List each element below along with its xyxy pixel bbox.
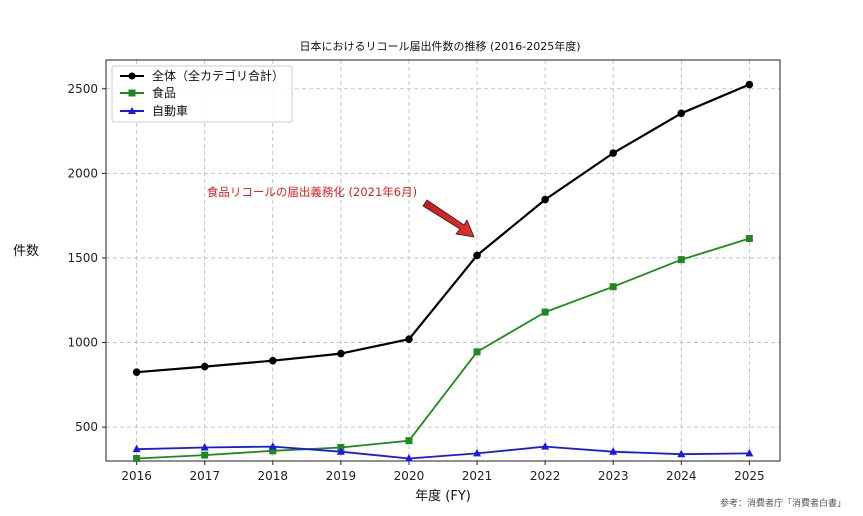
legend-label-food: 食品 — [152, 85, 176, 100]
series-automobile-point — [132, 444, 141, 453]
series-layer — [132, 80, 754, 462]
y-tick-label: 2500 — [67, 82, 98, 96]
series-total-point — [200, 362, 209, 371]
series-total-point — [405, 335, 413, 343]
x-tick-label: 2016 — [121, 469, 152, 483]
series-food-point — [677, 256, 685, 264]
series-automobile-point — [336, 447, 345, 455]
y-axis-ticks: 500 1000 1500 2000 2500 — [67, 82, 106, 434]
legend-marker-food — [128, 89, 136, 97]
series-food-point — [473, 348, 481, 356]
chart-title: 日本におけるリコール届出件数の推移 (2016-2025年度) — [299, 39, 580, 53]
series-total-point — [541, 195, 549, 204]
x-tick-label: 2023 — [598, 469, 629, 483]
series-total-point — [132, 368, 141, 376]
annotation: 食品リコールの届出義務化 (2021年6月) — [207, 185, 475, 238]
series-total-point — [473, 251, 481, 260]
series-total-point — [677, 109, 686, 118]
series-food-point — [609, 283, 617, 291]
y-tick-label: 1000 — [67, 336, 98, 350]
series-automobile-point — [404, 453, 413, 462]
plot-frame — [105, 59, 781, 462]
series-automobile-point — [609, 447, 618, 455]
series-total-point — [268, 356, 277, 365]
legend-marker-auto — [128, 107, 136, 114]
y-tick-label: 500 — [75, 420, 98, 434]
x-tick-label: 2020 — [394, 469, 425, 483]
series-automobile-point — [541, 442, 550, 450]
grid — [106, 60, 780, 461]
x-axis-label: 年度 (FY) — [415, 488, 471, 504]
series-total-point — [609, 149, 618, 157]
series-automobile-line — [136, 445, 750, 460]
series-automobile-point — [745, 448, 754, 457]
series-automobile-point — [473, 448, 482, 457]
x-tick-label: 2019 — [326, 469, 357, 483]
series-food-point — [201, 451, 209, 459]
series-automobile-point — [677, 449, 686, 458]
x-tick-label: 2021 — [462, 469, 493, 483]
legend-label-total: 全体（全カテゴリ合計） — [152, 68, 284, 83]
series-total-line — [136, 83, 750, 374]
x-tick-label: 2025 — [734, 469, 765, 483]
series-automobile-point — [200, 442, 209, 451]
source-note: 参考：消費者庁「消費者白書」 — [720, 497, 846, 509]
series-food-line — [136, 237, 750, 460]
annotation-arrow — [422, 199, 475, 238]
x-tick-label: 2022 — [530, 469, 561, 483]
series-total-point — [337, 349, 345, 358]
legend-box — [111, 65, 293, 123]
series-food-point — [541, 308, 549, 316]
legend: 全体（全カテゴリ合計） 食品 自動車 — [111, 65, 293, 123]
x-tick-label: 2018 — [258, 469, 289, 483]
series-total-point — [745, 80, 754, 89]
x-tick-label: 2024 — [666, 469, 697, 483]
annotation-text: 食品リコールの届出義務化 (2021年6月) — [207, 185, 417, 199]
y-tick-label: 2000 — [67, 166, 98, 180]
x-tick-label: 2017 — [189, 469, 220, 483]
x-axis-ticks: 2016 2017 2018 2019 2020 2021 2022 2023 2024 2025 — [121, 461, 765, 483]
y-axis-label: 件数 — [13, 244, 39, 259]
series-food-point — [133, 454, 141, 462]
series-food-point — [745, 235, 753, 243]
series-food-point — [269, 447, 277, 455]
series-food-point — [405, 437, 413, 445]
y-tick-label: 1500 — [67, 251, 98, 265]
legend-marker-total — [128, 72, 136, 80]
legend-label-auto: 自動車 — [152, 104, 188, 118]
series-automobile-point — [268, 442, 277, 450]
